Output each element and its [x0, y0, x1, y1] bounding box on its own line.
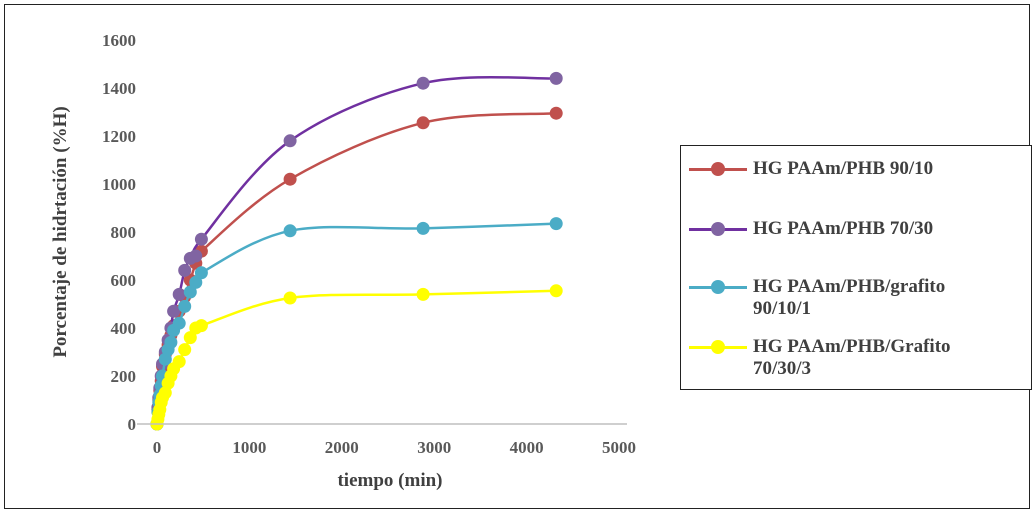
data-point — [164, 335, 178, 349]
data-point — [283, 172, 297, 186]
y-tick-label: 1200 — [102, 127, 136, 146]
legend-item-grafito-90-10-1: HG PAAm/PHB/grafito 90/10/1 — [689, 276, 1023, 320]
y-tick-label: 0 — [128, 415, 137, 434]
legend-item-70-30: HG PAAm/PHB 70/30 — [689, 218, 1023, 240]
y-tick-label: 600 — [111, 271, 137, 290]
data-point — [194, 319, 208, 333]
data-point — [189, 275, 203, 289]
y-tick-label: 1000 — [102, 175, 136, 194]
legend-swatch — [689, 218, 747, 240]
series-line — [155, 111, 557, 425]
legend: HG PAAm/PHB 90/10 HG PAAm/PHB 70/30 HG P… — [680, 145, 1032, 390]
data-point — [189, 249, 203, 263]
legend-label: HG PAAm/PHB/grafito 90/10/1 — [753, 276, 946, 319]
x-tick-label: 1000 — [232, 438, 266, 457]
data-point — [167, 304, 181, 318]
y-tick-label: 1600 — [102, 31, 136, 50]
data-point — [416, 221, 430, 235]
series-layer — [150, 71, 563, 431]
y-axis-title: Porcentaje de hidrtación (%H) — [50, 106, 71, 357]
legend-item-90-10: HG PAAm/PHB 90/10 — [689, 158, 1023, 180]
data-point — [172, 316, 186, 330]
data-point — [183, 285, 197, 299]
legend-label: HG PAAm/PHB 90/10 — [753, 158, 934, 179]
legend-swatch — [689, 336, 747, 358]
data-point — [178, 299, 192, 313]
data-point — [416, 116, 430, 130]
y-tick-label: 800 — [111, 223, 137, 242]
data-point — [549, 71, 563, 85]
legend-swatch — [689, 276, 747, 298]
data-point — [283, 224, 297, 238]
x-tick-label: 2000 — [325, 438, 359, 457]
x-tick-label: 0 — [153, 438, 162, 457]
data-point — [549, 284, 563, 298]
data-point — [194, 232, 208, 246]
data-point — [416, 287, 430, 301]
data-point — [183, 331, 197, 345]
data-point — [194, 266, 208, 280]
x-tick-label: 4000 — [510, 438, 544, 457]
axis-layer: 0 200 400 600 800 1000 1200 1400 1600 0 1000 2000 30… — [102, 31, 636, 457]
data-point — [172, 287, 186, 301]
x-tick-label: 3000 — [417, 438, 451, 457]
data-point — [549, 217, 563, 231]
data-point — [549, 106, 563, 120]
series-line — [155, 75, 557, 425]
x-axis-title: tiempo (min) — [337, 470, 442, 491]
data-point — [178, 263, 192, 277]
legend-swatch — [689, 158, 747, 180]
data-point — [416, 76, 430, 90]
series-line — [155, 222, 557, 425]
legend-label: HG PAAm/PHB 70/30 — [753, 218, 934, 239]
x-tick-label: 5000 — [602, 438, 636, 457]
data-point — [172, 355, 186, 369]
legend-label: HG PAAm/PHB/Grafito 70/30/3 — [753, 336, 951, 379]
y-tick-label: 1400 — [102, 79, 136, 98]
y-tick-label: 400 — [111, 319, 137, 338]
data-point — [178, 343, 192, 357]
y-tick-label: 200 — [111, 367, 137, 386]
legend-item-grafito-70-30-3: HG PAAm/PHB/Grafito 70/30/3 — [689, 336, 1023, 380]
data-point — [283, 134, 297, 148]
series-line — [155, 289, 557, 425]
data-point — [283, 291, 297, 305]
